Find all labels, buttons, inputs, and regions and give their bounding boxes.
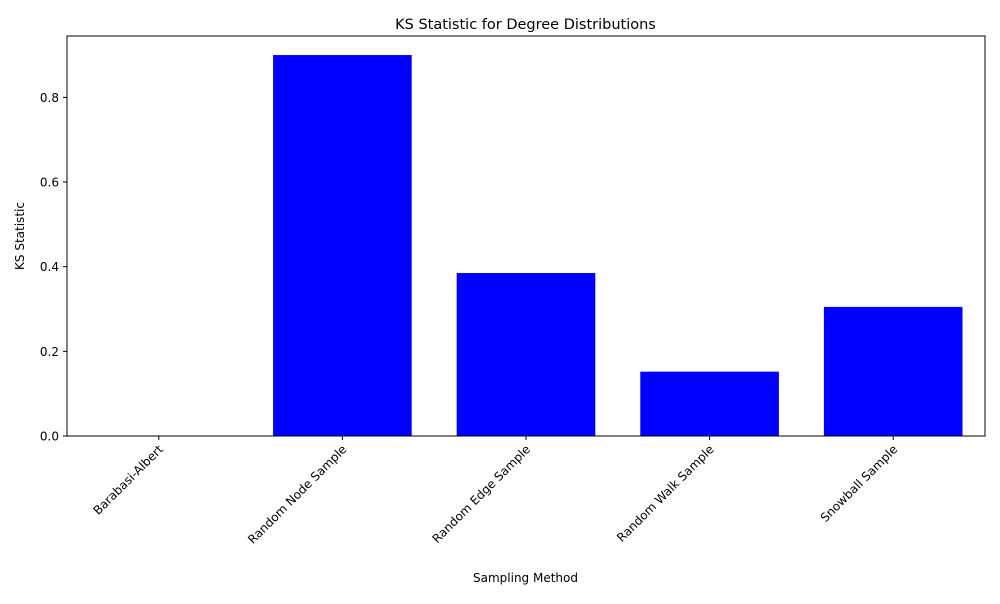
x-tick-label: Random Edge Sample — [430, 442, 534, 546]
y-axis-label: KS Statistic — [13, 202, 27, 270]
x-tick-label: Random Node Sample — [245, 442, 349, 546]
y-tick-label: 0.0 — [40, 430, 59, 444]
x-tick-label: Random Walk Sample — [614, 442, 717, 545]
chart-title: KS Statistic for Degree Distributions — [395, 17, 656, 33]
y-tick-label: 0.2 — [40, 345, 59, 359]
y-tick-label: 0.4 — [40, 260, 59, 274]
x-tick-label: Snowball Sample — [818, 442, 901, 525]
x-axis-label: Sampling Method — [473, 571, 578, 585]
x-tick-label: Barabasi-Albert — [90, 442, 166, 518]
bar — [273, 55, 412, 437]
bars-layer — [273, 55, 963, 437]
y-tick-label: 0.8 — [40, 91, 59, 105]
bar — [823, 306, 963, 436]
y-tick-label: 0.6 — [40, 176, 59, 190]
bar — [456, 273, 596, 436]
bar — [640, 371, 779, 436]
